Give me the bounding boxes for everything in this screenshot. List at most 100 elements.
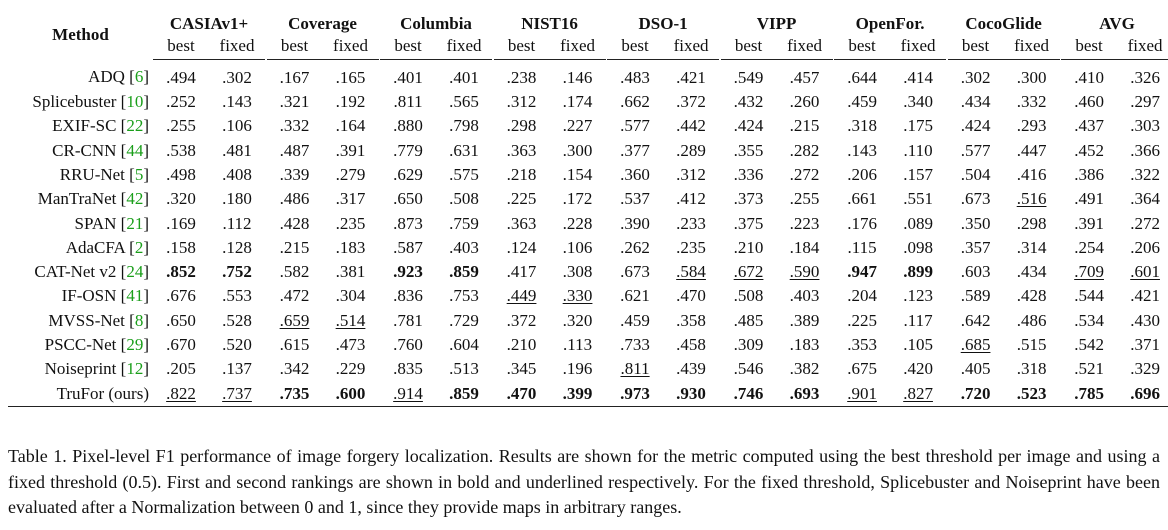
value-cell: .300 [1016, 67, 1047, 87]
subheader-fixed: fixed [436, 34, 493, 60]
citation-link[interactable]: 6 [134, 67, 144, 87]
value-cell: .601 [1130, 262, 1160, 282]
value-cell: .112 [222, 213, 252, 233]
value-cell: .175 [903, 116, 933, 136]
value-cell: .811 [393, 92, 423, 112]
value-cell: .434 [960, 92, 991, 112]
value-cell: .183 [789, 335, 820, 354]
value-cell: .106 [222, 116, 252, 136]
value-cell: .459 [847, 92, 877, 112]
value-cell: .472 [279, 286, 310, 306]
method-cell: CAT-Net v2 [24] [34, 262, 149, 282]
value-cell: .452 [1074, 140, 1104, 160]
value-cell: .372 [676, 92, 706, 112]
value-cell: .403 [789, 286, 820, 306]
value-cell: .486 [1016, 310, 1047, 330]
value-cell: .483 [620, 67, 650, 87]
value-cell: .880 [393, 116, 423, 136]
value-cell: .117 [903, 310, 933, 330]
value-cell: .218 [506, 164, 537, 184]
citation-link[interactable]: 8 [134, 310, 144, 330]
citation-link[interactable]: 12 [126, 359, 144, 379]
value-cell: .428 [279, 213, 310, 233]
citation-link[interactable]: 42 [126, 189, 144, 209]
citation-link[interactable]: 24 [126, 262, 144, 282]
value-cell: .459 [620, 310, 650, 330]
value-cell: .225 [506, 189, 537, 209]
value-cell: .235 [676, 237, 706, 257]
value-cell: .255 [166, 116, 196, 136]
method-cell: TruFor (ours) [8, 381, 153, 407]
value-cell: .428 [1016, 286, 1047, 306]
method-cell: Splicebuster [10] [32, 92, 149, 112]
value-cell: .923 [393, 262, 423, 282]
value-cell: .320 [166, 189, 196, 209]
method-name: ManTraNet [37, 189, 117, 209]
column-gap [946, 381, 948, 407]
value-cell: .487 [279, 140, 310, 160]
value-cell: .575 [449, 164, 479, 184]
value-cell: .852 [166, 262, 196, 282]
value-cell: .421 [1130, 286, 1160, 306]
value-cell: .629 [393, 164, 423, 184]
value-cell: .124 [506, 237, 537, 257]
value-cell: .729 [449, 310, 479, 330]
value-cell: .223 [789, 213, 820, 233]
value-cell: .332 [279, 116, 310, 136]
value-cell: .676 [166, 286, 196, 306]
method-cell: ADQ [6] [88, 67, 149, 87]
subheader-fixed: fixed [322, 34, 379, 60]
subheader-row: best fixed best fixed best fixed best fixed best… [8, 34, 1168, 60]
citation-link[interactable]: 2 [134, 237, 144, 257]
table-caption: Table 1. Pixel-level F1 performance of i… [8, 446, 1160, 517]
value-cell: .143 [222, 92, 252, 112]
value-cell: .227 [562, 116, 593, 136]
value-cell: .565 [449, 92, 479, 112]
value-cell: .515 [1016, 335, 1047, 354]
value-cell: .105 [903, 335, 933, 354]
citation-link[interactable]: 5 [134, 164, 144, 184]
citation-link[interactable]: 22 [126, 116, 144, 136]
value-cell: .165 [335, 67, 366, 87]
value-cell: .326 [1130, 67, 1160, 87]
method-cell: PSCC-Net [29] [44, 335, 149, 354]
value-cell: .381 [335, 262, 366, 282]
dataset-header: DSO-1 [638, 14, 688, 34]
value-cell: .318 [1016, 359, 1047, 379]
method-cell: ManTraNet [42] [37, 189, 149, 209]
value-cell: .154 [562, 164, 593, 184]
value-cell: .520 [222, 335, 252, 354]
subheader-fixed: fixed [549, 34, 606, 60]
value-cell: .339 [279, 164, 310, 184]
citation-link[interactable]: 29 [126, 335, 144, 354]
value-cell: .303 [1130, 116, 1160, 136]
value-cell: .577 [960, 140, 991, 160]
value-cell: .457 [789, 67, 820, 87]
value-cell: .371 [1130, 335, 1160, 354]
value-cell: .399 [549, 381, 606, 407]
subheader-best: best [493, 34, 550, 60]
subheader-best: best [607, 34, 664, 60]
dataset-header: VIPP [756, 14, 797, 34]
citation-link[interactable]: 21 [126, 213, 144, 233]
method-name: RRU-Net [59, 164, 125, 184]
table-row: TruFor (ours) .822.737.735.600.914.859.47… [8, 381, 1168, 407]
citation-link[interactable]: 10 [126, 92, 144, 112]
value-cell: .973 [607, 381, 664, 407]
citation-link[interactable]: 44 [126, 140, 144, 160]
subheader-best: best [720, 34, 777, 60]
value-cell: .255 [789, 189, 820, 209]
citation-link[interactable]: 41 [126, 286, 144, 306]
subheader-best: best [947, 34, 1004, 60]
subheader-best: best [153, 34, 209, 60]
column-gap [605, 381, 608, 407]
value-cell: .312 [506, 92, 537, 112]
value-cell: .947 [847, 262, 877, 282]
value-cell: .304 [335, 286, 366, 306]
value-cell: .233 [676, 213, 706, 233]
value-cell: .302 [960, 67, 991, 87]
value-cell: .439 [676, 359, 706, 379]
method-name: ADQ [88, 67, 125, 87]
column-gap [832, 381, 835, 407]
